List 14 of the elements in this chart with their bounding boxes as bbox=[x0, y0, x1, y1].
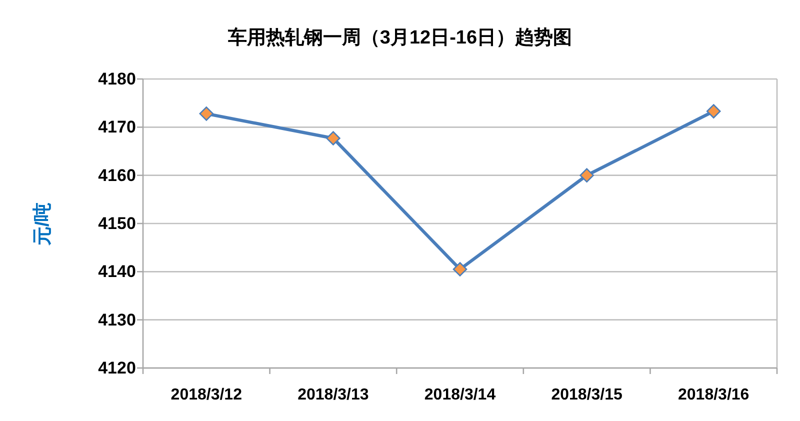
x-tick-label: 2018/3/12 bbox=[170, 386, 242, 404]
x-tick-label: 2018/3/15 bbox=[551, 386, 622, 404]
x-tick-label: 2018/3/13 bbox=[298, 386, 369, 404]
y-tick-label: 4150 bbox=[98, 214, 136, 233]
y-tick-label: 4170 bbox=[98, 118, 136, 137]
y-tick-label: 4140 bbox=[98, 262, 136, 282]
x-tick-label: 2018/3/14 bbox=[424, 386, 496, 404]
y-axis-title: 元/吨 bbox=[32, 202, 54, 247]
y-tick-label: 4120 bbox=[98, 358, 136, 378]
y-tick-label: 4160 bbox=[98, 166, 136, 185]
y-tick-label: 4180 bbox=[98, 70, 136, 88]
chart-title: 车用热轧钢一周（3月12日-16日）趋势图 bbox=[226, 26, 572, 48]
x-tick-label: 2018/3/16 bbox=[678, 386, 750, 404]
y-tick-label: 4130 bbox=[98, 310, 136, 330]
